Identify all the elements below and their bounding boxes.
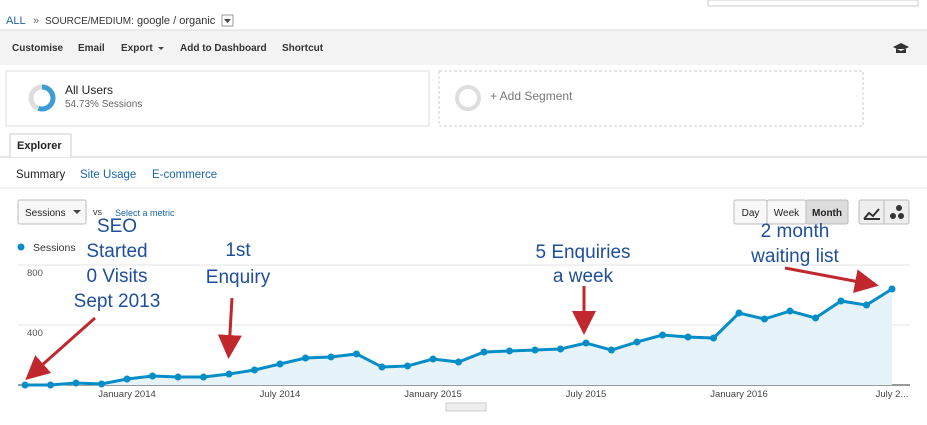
- tab[interactable]: [9, 133, 72, 157]
- point[interactable]: [123, 375, 131, 383]
- area: [25, 289, 892, 385]
- point[interactable]: [761, 315, 768, 323]
- annotation: 1st: [225, 240, 251, 261]
- dropdown-arrow: [224, 19, 231, 23]
- toolbar-bg: [0, 30, 927, 65]
- add-segment-box[interactable]: [438, 70, 864, 127]
- point[interactable]: [72, 379, 80, 387]
- point[interactable]: [302, 354, 309, 362]
- point[interactable]: [149, 372, 156, 380]
- y-tick-label: 400: [27, 328, 43, 339]
- point[interactable]: [659, 331, 666, 339]
- toolbar-item[interactable]: Shortcut: [282, 43, 324, 54]
- x-tick-label: January 2016: [710, 389, 768, 400]
- point[interactable]: [174, 373, 182, 381]
- breadcrumb-root[interactable]: ALL: [6, 15, 26, 27]
- motion-icon: [896, 205, 902, 211]
- toolbar-item[interactable]: Customise: [12, 43, 64, 54]
- point[interactable]: [506, 347, 513, 355]
- period-button[interactable]: [805, 199, 849, 225]
- help-icon[interactable]: [893, 43, 909, 53]
- x-tick-label: January 2015: [404, 389, 462, 400]
- point[interactable]: [327, 353, 335, 361]
- resize-handle[interactable]: [445, 402, 487, 412]
- point[interactable]: [480, 348, 488, 356]
- annotation: waiting list: [750, 246, 839, 267]
- subtab[interactable]: E-commerce: [152, 169, 217, 181]
- point[interactable]: [710, 334, 717, 342]
- breadcrumb-sep: »: [33, 15, 39, 27]
- line-chart-icon: [863, 208, 880, 220]
- point[interactable]: [633, 338, 641, 346]
- metric-vs: vs: [93, 207, 103, 217]
- add-segment-ring: [455, 85, 481, 111]
- segment-name: All Users: [65, 83, 113, 97]
- add-segment[interactable]: + Add Segment: [490, 89, 573, 103]
- point[interactable]: [455, 358, 462, 366]
- dropdown-arrow: [158, 47, 164, 50]
- segment-detail: 54.73% Sessions: [65, 99, 142, 110]
- point[interactable]: [276, 360, 284, 368]
- point[interactable]: [47, 381, 54, 389]
- legend-label: Sessions: [33, 242, 76, 254]
- annotation-arrows: [25, 266, 879, 380]
- point[interactable]: [837, 297, 845, 305]
- dropdown-arrow: [73, 210, 81, 214]
- point[interactable]: [786, 307, 794, 315]
- period-label[interactable]: Day: [742, 208, 760, 219]
- toolbar-item[interactable]: Export: [121, 43, 153, 54]
- subtab[interactable]: Site Usage: [80, 169, 136, 181]
- point[interactable]: [684, 333, 692, 341]
- annotation: 0 Visits: [87, 266, 148, 287]
- annotation: 2 month: [761, 221, 830, 242]
- annotation: Enquiry: [206, 267, 271, 288]
- point[interactable]: [353, 350, 360, 358]
- point[interactable]: [735, 309, 743, 317]
- metric-selected: Sessions: [25, 208, 66, 219]
- segment-box[interactable]: [5, 70, 430, 127]
- point[interactable]: [200, 373, 207, 381]
- annotation: a week: [553, 266, 614, 287]
- annotation: Sept 2013: [74, 291, 161, 312]
- point[interactable]: [888, 285, 896, 293]
- breadcrumb-label: SOURCE/MEDIUM:: [45, 16, 134, 27]
- tab-label[interactable]: Explorer: [17, 140, 62, 152]
- x-tick-label: January 2014: [98, 389, 156, 400]
- point[interactable]: [98, 380, 105, 388]
- point[interactable]: [863, 301, 870, 309]
- x-tick-label: July 2...: [876, 389, 909, 400]
- point[interactable]: [429, 355, 437, 363]
- toolbar-item[interactable]: Email: [78, 43, 105, 54]
- breadcrumb-value: google / organic: [137, 15, 216, 27]
- x-tick-label: July 2014: [260, 389, 301, 400]
- point[interactable]: [378, 363, 386, 371]
- point[interactable]: [557, 345, 564, 353]
- point[interactable]: [608, 346, 615, 354]
- annotation: SEO: [97, 216, 137, 237]
- point[interactable]: [812, 314, 819, 322]
- x-tick-label: July 2015: [566, 389, 607, 400]
- point[interactable]: [404, 362, 411, 370]
- legend-swatch: [17, 243, 25, 251]
- annotation: Started: [86, 241, 147, 262]
- period-label[interactable]: Month: [812, 208, 842, 219]
- annotation: 5 Enquiries: [535, 242, 630, 263]
- y-tick-label: 800: [27, 268, 43, 279]
- point[interactable]: [225, 370, 233, 378]
- motion-icon: [898, 213, 904, 219]
- segment-ring-fill: [28, 84, 56, 112]
- metric-dropdown[interactable]: [17, 199, 87, 225]
- point[interactable]: [251, 366, 258, 374]
- search-box[interactable]: [707, 0, 919, 7]
- period-label[interactable]: Week: [774, 208, 800, 219]
- point[interactable]: [531, 346, 539, 354]
- point[interactable]: [582, 339, 590, 347]
- subtab[interactable]: Summary: [16, 169, 65, 181]
- point[interactable]: [21, 381, 29, 389]
- metric-select[interactable]: Select a metric: [115, 208, 175, 218]
- toolbar-item[interactable]: Add to Dashboard: [180, 43, 267, 54]
- motion-icon: [890, 213, 896, 219]
